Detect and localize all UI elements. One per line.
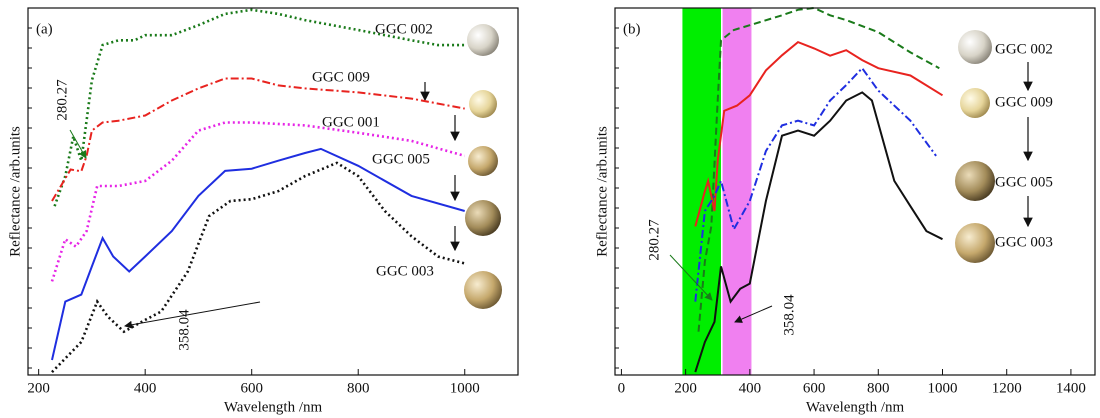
legend-label: GGC 009 bbox=[995, 94, 1053, 110]
chart: GGC 002 GGC 009 GGC 001 GGC 005 GGC 003 200 40… bbox=[0, 0, 1100, 418]
annotation-arrow bbox=[125, 302, 260, 326]
legend-label: GGC 003 bbox=[995, 234, 1053, 250]
x-tick-label: 1200 bbox=[992, 380, 1022, 396]
x-axis-label: Wavelength /nm bbox=[806, 399, 905, 415]
y-axis-label: Reflectance /arb.units bbox=[594, 126, 610, 257]
legend-label: GGC 005 bbox=[995, 174, 1053, 190]
x-tick-label: 0 bbox=[618, 380, 626, 396]
x-tick-label: 200 bbox=[27, 380, 50, 396]
x-tick-label: 600 bbox=[240, 380, 263, 396]
band bbox=[723, 8, 752, 375]
x-tick-label: 1400 bbox=[1056, 380, 1086, 396]
x-tick-label: 1000 bbox=[927, 380, 957, 396]
legend-label: GGC 005 bbox=[372, 151, 430, 167]
legend-label: GGC 001 bbox=[322, 114, 380, 130]
legend-label: GGC 003 bbox=[376, 263, 434, 279]
x-axis-label: Wavelength /nm bbox=[224, 399, 323, 415]
annotation: 280.27 bbox=[54, 79, 70, 121]
panel-label: (a) bbox=[36, 21, 53, 37]
series-line bbox=[55, 10, 465, 206]
panel-label: (b) bbox=[623, 21, 641, 37]
legend-label: GGC 009 bbox=[312, 69, 370, 85]
x-tick-label: 400 bbox=[739, 380, 762, 396]
x-tick-label: 800 bbox=[347, 380, 370, 396]
annotation: 358.04 bbox=[781, 294, 797, 336]
annotation: 280.27 bbox=[646, 219, 662, 261]
x-tick-label: 200 bbox=[674, 380, 697, 396]
x-tick-label: 600 bbox=[803, 380, 826, 396]
series-line bbox=[52, 149, 465, 360]
legend-label: GGC 002 bbox=[375, 21, 433, 37]
legend-label: GGC 002 bbox=[995, 41, 1053, 57]
x-tick-label: 1000 bbox=[450, 380, 480, 396]
y-axis-label: Reflectance /arb.units bbox=[7, 126, 23, 257]
x-tick-label: 800 bbox=[867, 380, 890, 396]
x-tick-label: 400 bbox=[134, 380, 157, 396]
